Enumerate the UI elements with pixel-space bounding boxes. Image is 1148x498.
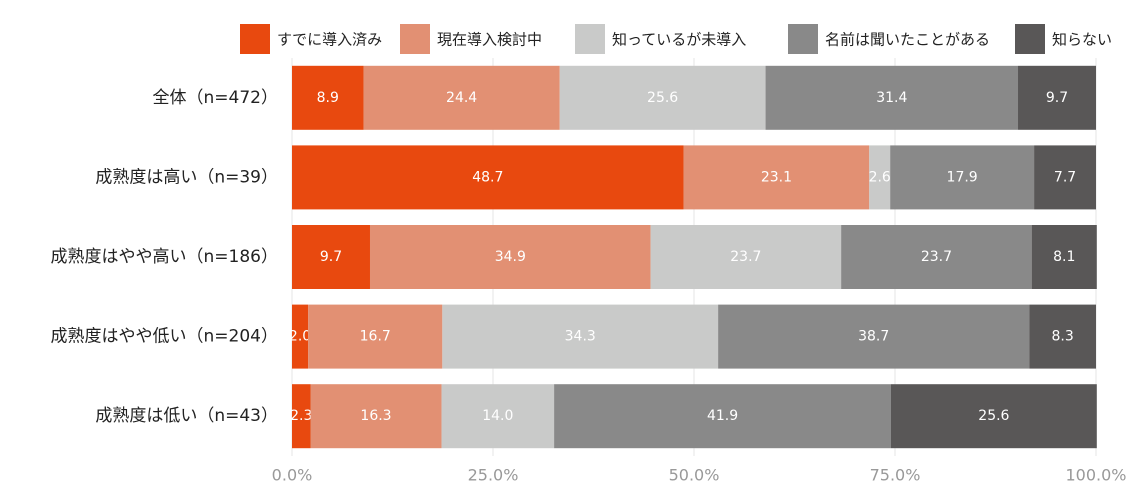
bar-segment (442, 304, 719, 369)
data-label: 23.1 (761, 169, 792, 185)
data-label: 14.0 (482, 408, 513, 424)
y-tick-label: 全体（n=472） (153, 88, 278, 108)
legend-label: 名前は聞いたことがある (825, 31, 990, 49)
data-label: 16.7 (360, 329, 391, 345)
data-label: 25.6 (978, 408, 1009, 424)
data-label: 2.6 (869, 169, 891, 185)
data-label: 16.3 (360, 408, 391, 424)
data-label: 23.7 (730, 249, 761, 265)
bar-segment (1018, 65, 1096, 130)
bar-segment (441, 384, 555, 449)
bar-segment (890, 145, 1035, 210)
bar-segment (310, 384, 442, 449)
legend-label: 現在導入検討中 (437, 31, 542, 49)
bar-segment (841, 225, 1032, 289)
data-label: 9.7 (320, 249, 342, 265)
y-tick-label: 成熟度は高い（n=39） (95, 166, 278, 187)
y-tick-label: 成熟度は低い（n=43） (95, 405, 278, 426)
data-label: 8.9 (317, 90, 339, 106)
bar-segment (292, 384, 311, 449)
data-label: 17.9 (947, 169, 978, 185)
bar-segment (1034, 145, 1096, 210)
legend-swatch (240, 24, 270, 54)
legend-label: 知らない (1052, 31, 1112, 49)
bar-segment (1031, 225, 1097, 289)
x-tick-label: 50.0% (669, 466, 720, 485)
bar-segment (369, 225, 651, 289)
data-label: 7.7 (1054, 169, 1076, 185)
data-label: 2.0 (289, 329, 311, 345)
data-label: 34.3 (565, 329, 596, 345)
x-tick-label: 100.0% (1065, 466, 1126, 485)
bar-segment (683, 145, 870, 210)
data-label: 2.3 (290, 408, 312, 424)
bar-segment (1029, 304, 1096, 369)
bar-segment (292, 304, 309, 369)
data-label: 23.7 (921, 249, 952, 265)
data-label: 31.4 (876, 90, 907, 106)
bar-segment (554, 384, 891, 449)
legend-swatch (788, 24, 818, 54)
y-tick-label: 成熟度はやや低い（n=204） (51, 326, 278, 347)
x-tick-label: 25.0% (468, 466, 519, 485)
data-label: 48.7 (472, 169, 503, 185)
legend-label: すでに導入済み (277, 31, 382, 49)
bar-segment (292, 225, 370, 289)
legend-swatch (575, 24, 605, 54)
data-label: 38.7 (858, 329, 889, 345)
bar-segment (559, 65, 766, 130)
bar-segment (718, 304, 1030, 369)
data-label: 24.4 (446, 90, 477, 106)
bar-segment (292, 145, 684, 210)
data-label: 34.9 (495, 249, 526, 265)
data-label: 9.7 (1046, 90, 1068, 106)
x-tick-label: 0.0% (272, 466, 313, 485)
data-label: 25.6 (647, 90, 678, 106)
legend-swatch (400, 24, 430, 54)
bar-segment (650, 225, 842, 289)
bar-segment (890, 384, 1097, 449)
data-label: 41.9 (707, 408, 738, 424)
bar-segment (869, 145, 891, 210)
data-label: 8.3 (1052, 329, 1074, 345)
legend-swatch (1015, 24, 1045, 54)
bar-segment (363, 65, 560, 130)
bar-segment (308, 304, 443, 369)
y-tick-label: 成熟度はやや高い（n=186） (51, 246, 278, 267)
x-tick-label: 75.0% (870, 466, 921, 485)
data-label: 8.1 (1053, 249, 1075, 265)
bar-segment (765, 65, 1019, 130)
bar-segment (292, 65, 364, 130)
legend-label: 知っているが未導入 (612, 31, 746, 49)
